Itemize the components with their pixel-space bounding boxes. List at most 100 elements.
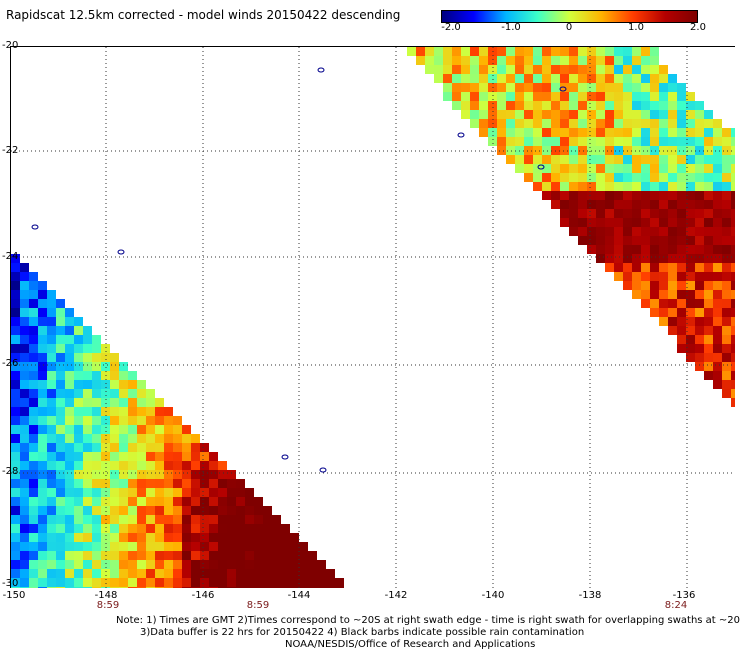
wind-cell [20, 497, 29, 506]
wind-cell [227, 497, 236, 506]
wind-cell [218, 461, 227, 470]
wind-cell [659, 137, 668, 146]
wind-cell [551, 200, 560, 209]
wind-cell [659, 110, 668, 119]
wind-cell [128, 506, 137, 515]
wind-cell [569, 191, 578, 200]
wind-cell [524, 65, 533, 74]
wind-cell [569, 164, 578, 173]
colorbar-label: -2.0 [441, 22, 461, 33]
wind-cell [623, 209, 632, 218]
wind-cell [38, 299, 47, 308]
wind-cell [614, 272, 623, 281]
wind-cell [506, 128, 515, 137]
wind-cell [74, 479, 83, 488]
wind-cell [29, 344, 38, 353]
wind-cell [623, 155, 632, 164]
wind-cell [623, 47, 632, 56]
wind-cell [281, 578, 290, 587]
wind-cell [560, 173, 569, 182]
wind-cell [65, 569, 74, 578]
wind-cell [686, 344, 695, 353]
wind-cell [713, 272, 722, 281]
wind-cell [200, 506, 209, 515]
wind-cell [641, 236, 650, 245]
wind-cell [191, 461, 200, 470]
wind-cell [83, 443, 92, 452]
colorbar-label: -1.0 [501, 22, 521, 33]
wind-cell [191, 443, 200, 452]
wind-cell [542, 47, 551, 56]
wind-cell [101, 578, 110, 587]
wind-cell [29, 326, 38, 335]
wind-cell [47, 506, 56, 515]
wind-cell [641, 146, 650, 155]
wind-cell [281, 542, 290, 551]
wind-cell [704, 119, 713, 128]
wind-cell [569, 47, 578, 56]
colorbar-label: 2.0 [690, 22, 706, 33]
wind-cell [677, 335, 686, 344]
wind-cell [47, 335, 56, 344]
wind-cell [119, 407, 128, 416]
wind-cell [587, 191, 596, 200]
wind-cell [704, 335, 713, 344]
wind-cell [713, 146, 722, 155]
wind-cell [668, 272, 677, 281]
wind-cell [146, 569, 155, 578]
wind-cell [695, 182, 704, 191]
wind-cell [731, 353, 735, 362]
wind-cell [128, 560, 137, 569]
wind-cell [641, 92, 650, 101]
wind-cell [290, 560, 299, 569]
wind-cell [20, 479, 29, 488]
wind-cell [11, 344, 20, 353]
wind-cell [29, 371, 38, 380]
wind-cell [47, 416, 56, 425]
wind-cell [74, 371, 83, 380]
wind-cell [38, 425, 47, 434]
wind-cell [47, 515, 56, 524]
wind-cell [128, 452, 137, 461]
wind-cell [110, 488, 119, 497]
wind-cell [119, 551, 128, 560]
wind-cell [263, 506, 272, 515]
wind-cell [524, 110, 533, 119]
wind-cell [47, 317, 56, 326]
wind-cell [74, 317, 83, 326]
wind-cell [182, 461, 191, 470]
wind-cell [299, 569, 308, 578]
wind-cell [713, 191, 722, 200]
wind-cell [695, 281, 704, 290]
wind-cell [524, 74, 533, 83]
wind-cell [569, 173, 578, 182]
wind-cell [623, 173, 632, 182]
wind-cell [56, 380, 65, 389]
wind-cell [713, 137, 722, 146]
wind-cell [110, 506, 119, 515]
wind-cell [641, 137, 650, 146]
wind-cell [272, 560, 281, 569]
wind-cell [227, 506, 236, 515]
wind-cell [128, 425, 137, 434]
wind-cell [56, 551, 65, 560]
wind-cell [614, 119, 623, 128]
wind-cell [38, 326, 47, 335]
wind-cell [92, 551, 101, 560]
wind-cell [731, 371, 735, 380]
wind-cell [101, 344, 110, 353]
wind-cell [47, 470, 56, 479]
wind-cell [101, 461, 110, 470]
wind-cell [677, 182, 686, 191]
wind-cell [560, 119, 569, 128]
wind-cell [200, 551, 209, 560]
wind-cell [38, 488, 47, 497]
wind-cell [56, 461, 65, 470]
wind-cell [56, 524, 65, 533]
wind-cell [38, 506, 47, 515]
wind-cell [74, 542, 83, 551]
wind-cell [632, 92, 641, 101]
wind-cell [110, 452, 119, 461]
wind-cell [38, 524, 47, 533]
wind-cell [155, 479, 164, 488]
